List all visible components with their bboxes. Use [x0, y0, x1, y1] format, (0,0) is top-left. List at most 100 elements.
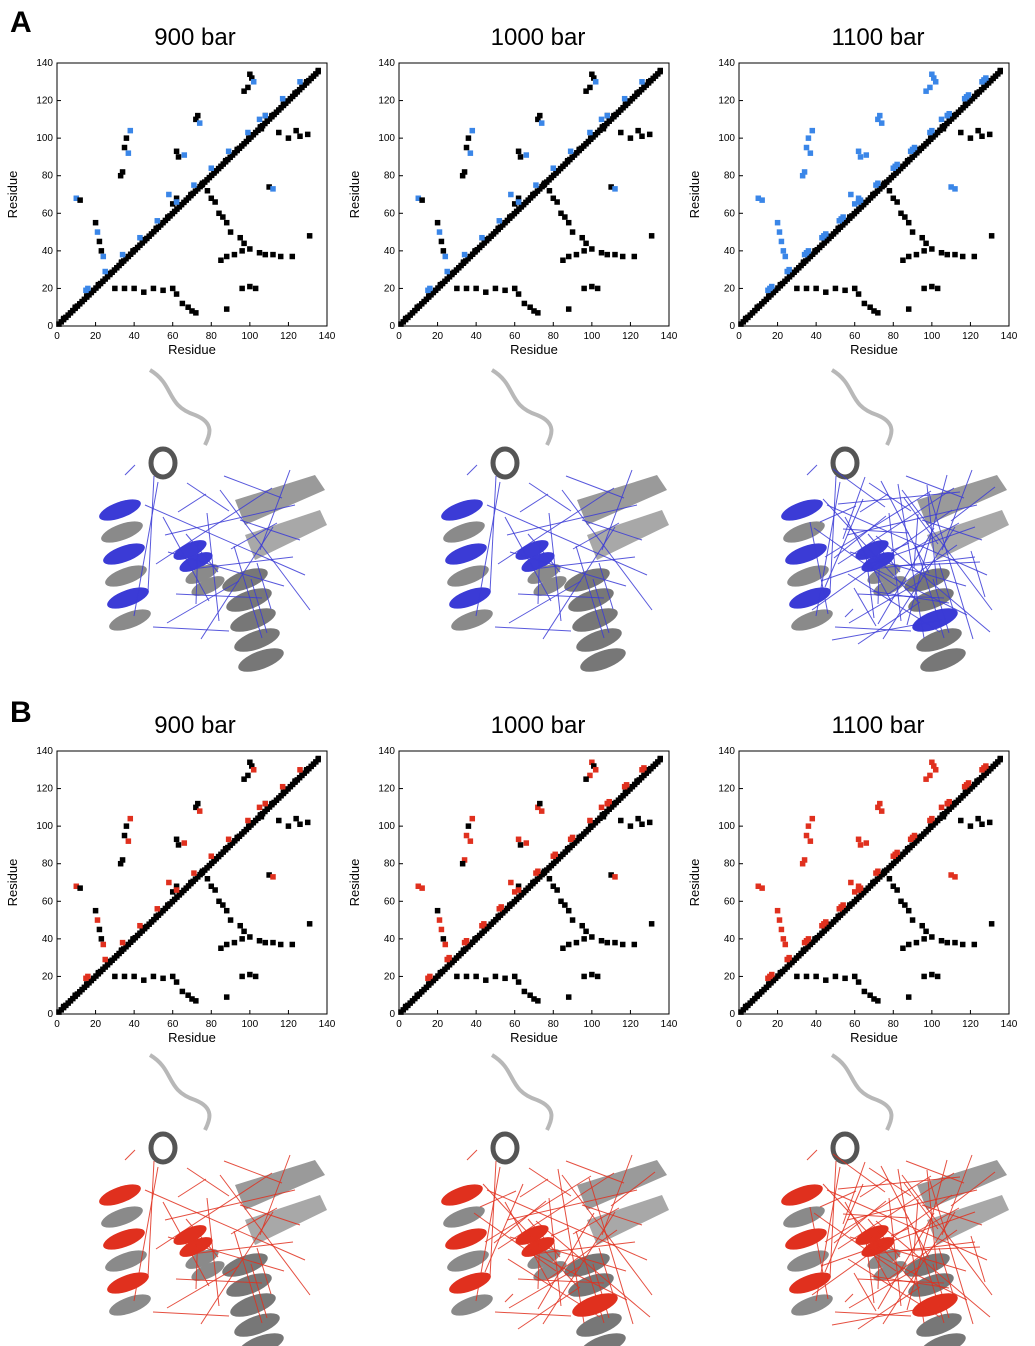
contact-line	[601, 469, 633, 551]
contact-line	[880, 1165, 930, 1259]
contact-cell	[521, 988, 528, 995]
helix-segment	[785, 543, 827, 565]
highlight-contact-cell	[94, 917, 101, 923]
contact-line	[532, 1241, 636, 1255]
contact-cell	[880, 182, 887, 188]
contact-line	[928, 1177, 974, 1325]
contact-cell	[440, 248, 447, 254]
highlight-contact-cell	[923, 88, 929, 94]
x-tick-label: 80	[206, 331, 218, 342]
contact-cell	[218, 257, 224, 263]
highlight-contact-cell	[173, 199, 180, 205]
contact-line	[865, 555, 875, 619]
x-tick-label: 0	[396, 331, 402, 342]
contact-cell	[900, 945, 906, 951]
contact-cell	[794, 285, 800, 292]
contact-line	[877, 1212, 935, 1310]
contact-line	[842, 476, 866, 540]
highlight-contact-cell	[181, 840, 188, 846]
contact-cell	[239, 936, 245, 942]
contact-cell	[440, 936, 447, 942]
contact-cell	[231, 939, 238, 946]
highlight-contact-cell	[946, 798, 952, 805]
contact-cell	[515, 979, 522, 985]
x-tick-label: 100	[584, 1019, 601, 1030]
x-tick-label: 100	[924, 331, 941, 342]
contact-line	[504, 516, 552, 602]
highlight-contact-cell	[463, 832, 470, 839]
contact-cell	[997, 68, 1003, 75]
contact-cell	[247, 971, 253, 978]
x-tick-label: 140	[319, 1019, 336, 1030]
helix-segment	[185, 564, 219, 584]
contact-line	[809, 521, 829, 615]
contact-line	[124, 1149, 136, 1161]
helix-segment	[787, 1250, 829, 1272]
contact-cell	[223, 253, 230, 260]
contact-line	[561, 489, 653, 611]
helix-segment	[572, 1293, 618, 1317]
highlight-contact-cell	[778, 238, 785, 245]
contact-line	[528, 482, 572, 512]
contact-cell	[515, 148, 522, 155]
contact-cell	[612, 251, 618, 258]
contact-line	[200, 1211, 274, 1325]
contact-line	[842, 1213, 910, 1219]
contact-cell	[913, 251, 920, 258]
highlight-contact-cell	[809, 127, 816, 134]
plot-title-b-900: 900 bar	[154, 712, 236, 739]
contact-cell	[919, 234, 925, 241]
helix-segment	[222, 1253, 268, 1277]
plot-frame	[738, 750, 1010, 1015]
y-tick-label: 120	[718, 784, 735, 795]
highlight-contact-cell	[592, 767, 599, 773]
contact-cell	[463, 144, 470, 151]
contact-line	[859, 493, 889, 513]
contact-cell	[988, 921, 995, 927]
helix-segment	[109, 609, 151, 631]
highlight-contact-cell	[598, 116, 605, 123]
y-tick-label: 80	[724, 171, 736, 182]
x-tick-label: 40	[129, 1019, 141, 1030]
contact-line	[133, 481, 159, 617]
contact-cell	[562, 902, 568, 908]
contact-cell	[540, 870, 547, 876]
contact-line	[484, 1183, 524, 1273]
highlight-contact-cell	[587, 129, 593, 136]
highlight-contact-cell	[755, 883, 762, 890]
contact-line	[504, 1293, 514, 1303]
contact-line	[592, 578, 610, 634]
highlight-contact-cell	[225, 836, 232, 843]
highlight-contact-cell	[927, 84, 933, 91]
highlight-contact-cell	[569, 834, 576, 841]
highlight-contact-cell	[877, 800, 883, 807]
highlight-contact-cell	[929, 815, 935, 822]
highlight-contact-cell	[245, 817, 251, 824]
highlight-contact-cell	[415, 195, 422, 202]
contact-cell	[227, 229, 234, 235]
contact-line	[162, 1201, 210, 1287]
contact-cell	[189, 996, 195, 1002]
contact-cell	[909, 917, 916, 923]
highlight-contact-cell	[467, 838, 474, 844]
contact-map-2: 0 20 40 60 80 100 120 140 0 20 40 60 80 100 120 140 Resi…	[687, 58, 1018, 357]
contact-cell	[579, 234, 585, 241]
contact-cell	[521, 300, 528, 307]
highlight-contact-cell	[191, 182, 197, 188]
contact-cell	[193, 116, 199, 123]
contact-cell	[266, 872, 272, 878]
contact-line	[844, 608, 854, 618]
contact-line	[548, 1197, 562, 1307]
contact-line	[147, 475, 155, 593]
highlight-contact-cell	[776, 917, 783, 923]
contact-line	[813, 1212, 897, 1272]
highlight-contact-cell	[523, 840, 530, 846]
contact-line	[842, 1161, 866, 1225]
contact-cell	[293, 815, 299, 822]
contact-cell	[169, 973, 176, 980]
helix-segment	[226, 1273, 272, 1297]
contact-line	[938, 1247, 954, 1295]
contact-line	[475, 1166, 501, 1302]
contact-line	[853, 587, 877, 627]
highlight-contact-cell	[498, 904, 504, 910]
